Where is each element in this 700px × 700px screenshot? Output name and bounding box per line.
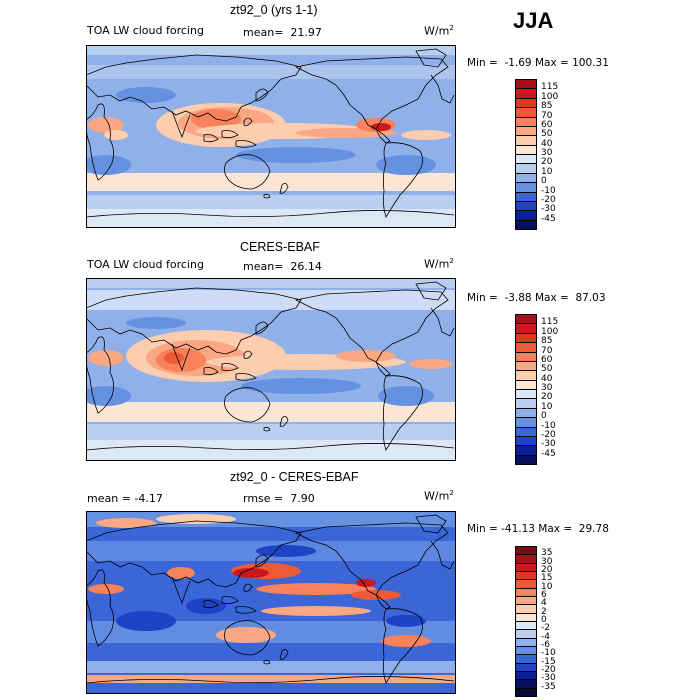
colorbar-tick-label: 85 <box>541 101 553 112</box>
rmse-label: rmse = 7.90 <box>243 492 315 505</box>
panel-title: zt92_0 (yrs 1-1) <box>230 3 318 17</box>
map-model <box>86 45 456 228</box>
colorbar-tick-label: 4 <box>541 598 547 609</box>
colorbar-tick-label: -2 <box>541 623 550 634</box>
colorbar-difference: 35 30 20 15 10 6 4 2 0 -2 -4 -6 -10 -15 -20 -30 -35 <box>515 546 585 697</box>
colorbar-tick-label: -6 <box>541 640 550 650</box>
colorbar-tick-label: -30 <box>541 204 556 215</box>
colorbar-tick-label: 0 <box>541 411 547 422</box>
colorbar-tick-label: -20 <box>541 665 556 675</box>
season-label: JJA <box>513 8 554 33</box>
colorbar-tick-label: 30 <box>541 148 553 158</box>
colorbar-tick-label: 100 <box>541 326 559 337</box>
mean-label: mean= 21.97 <box>243 26 322 39</box>
colorbar-swatch <box>515 219 537 230</box>
colorbar-tick-label: 70 <box>541 345 553 356</box>
colorbar-tick-label: 20 <box>541 157 553 168</box>
colorbar-tick-label: 40 <box>541 373 553 384</box>
colorbar-tick-label: 115 <box>541 82 559 93</box>
colorbar-tick-label: 115 <box>541 317 559 328</box>
colorbar-tick-label: -10 <box>541 648 556 659</box>
colorbar-tick-label: 50 <box>541 364 553 375</box>
colorbar-tick-label: 30 <box>541 383 553 393</box>
colorbar-tick-label: 20 <box>541 565 553 575</box>
min-max-readout: Min = -3.88 Max = 87.03 <box>467 292 606 304</box>
colorbar-tick-label: -30 <box>541 673 556 684</box>
colorbar-tick-label: 0 <box>541 176 547 187</box>
colorbar-tick-label: -35 <box>541 681 556 692</box>
map-observation <box>86 278 456 461</box>
colorbar-tick-label: 60 <box>541 354 553 365</box>
colorbar-tick-label: 30 <box>541 556 553 567</box>
colorbar-tick-label: 10 <box>541 166 553 177</box>
colorbar-tick-label: 6 <box>541 590 547 600</box>
colorbar-tick-label: -20 <box>541 194 556 205</box>
colorbar-tick-label: 20 <box>541 392 553 403</box>
colorbar-tick-label: -10 <box>541 185 556 196</box>
colorbar-tick-label: -20 <box>541 429 556 440</box>
mean-label: mean = -4.17 <box>87 492 163 505</box>
mean-label: mean= 26.14 <box>243 260 322 273</box>
colorbar-observation: 115 100 85 70 60 50 40 30 20 10 0 -10 -20 -30 -45 <box>515 314 585 465</box>
colorbar-tick-label: 85 <box>541 336 553 347</box>
colorbar-tick-label: 15 <box>541 573 553 584</box>
colorbar-tick-label: 60 <box>541 119 553 130</box>
units-label: W/m2 <box>424 257 454 271</box>
units-label: W/m2 <box>424 489 454 503</box>
colorbar-model: 115 100 85 70 60 50 40 30 20 10 0 -10 -20 -30 -45 <box>515 79 585 230</box>
colorbar-tick-label: 70 <box>541 110 553 121</box>
colorbar-swatch <box>515 454 537 465</box>
colorbar-tick-label: -30 <box>541 439 556 450</box>
colorbar-tick-label: 100 <box>541 91 559 102</box>
min-max-readout: Min = -41.13 Max = 29.78 <box>467 523 609 535</box>
colorbar-tick-label: 35 <box>541 548 553 559</box>
colorbar-tick-label: 0 <box>541 615 547 625</box>
colorbar-tick-label: 10 <box>541 581 553 592</box>
colorbar-tick-label: -4 <box>541 631 550 642</box>
colorbar-tick-label: -45 <box>541 213 556 224</box>
colorbar-swatch <box>515 687 537 697</box>
min-max-readout: Min = -1.69 Max = 100.31 <box>467 57 609 69</box>
colorbar-tick-label: 2 <box>541 606 547 617</box>
colorbar-tick-label: 10 <box>541 401 553 412</box>
colorbar-tick-label: -45 <box>541 448 556 459</box>
colorbar-tick-label: -10 <box>541 420 556 431</box>
panel-title: CERES-EBAF <box>240 240 320 254</box>
units-label: W/m2 <box>424 24 454 38</box>
colorbar-tick-label: 40 <box>541 138 553 149</box>
panel-title: zt92_0 - CERES-EBAF <box>230 470 359 484</box>
map-difference <box>86 511 456 694</box>
colorbar-tick-label: -15 <box>541 656 556 667</box>
colorbar-tick-label: 50 <box>541 129 553 140</box>
panel-variable-label: TOA LW cloud forcing <box>87 258 204 271</box>
panel-variable-label: TOA LW cloud forcing <box>87 24 204 37</box>
